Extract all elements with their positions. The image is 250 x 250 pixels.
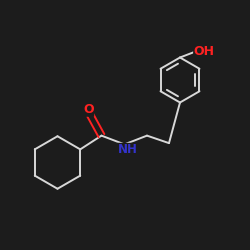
Text: O: O	[83, 103, 94, 116]
Text: OH: OH	[194, 45, 215, 58]
Text: NH: NH	[118, 143, 138, 156]
